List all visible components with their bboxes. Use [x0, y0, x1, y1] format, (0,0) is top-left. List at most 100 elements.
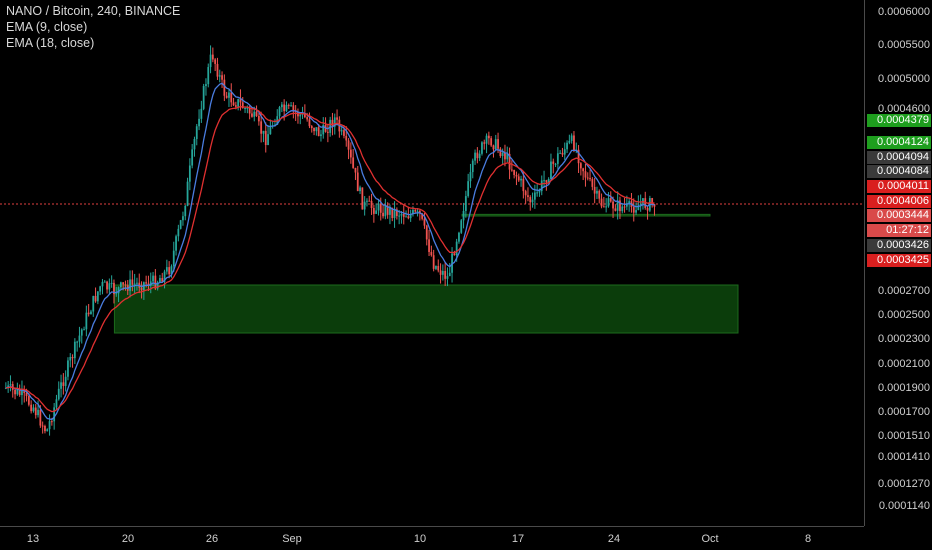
- candle-body: [18, 389, 21, 396]
- candle-body: [177, 228, 180, 237]
- candle-body: [343, 130, 345, 136]
- candle-body: [349, 149, 352, 158]
- candle-body: [487, 135, 490, 139]
- candle-body: [7, 385, 10, 388]
- candle-body: [506, 153, 509, 160]
- time-tick-label: 26: [205, 533, 219, 545]
- candle-body: [437, 265, 440, 271]
- candle-body: [563, 149, 566, 155]
- candle-body: [497, 139, 499, 149]
- candle-body: [646, 207, 649, 211]
- candle-body: [609, 198, 612, 202]
- candle-body: [644, 198, 647, 208]
- candle-body: [76, 341, 79, 343]
- candle-body: [25, 392, 28, 396]
- candle-body: [239, 99, 242, 103]
- candle-body: [400, 213, 403, 216]
- candle-body: [533, 192, 536, 200]
- candle-body: [292, 105, 295, 111]
- time-tick-label: 20: [121, 533, 135, 545]
- candle-body: [182, 216, 184, 221]
- candle-body: [554, 163, 557, 165]
- candle-body: [110, 282, 113, 284]
- candle-body: [607, 198, 610, 207]
- candle-body: [453, 253, 456, 256]
- candle-body: [99, 286, 102, 292]
- candle-body: [326, 131, 329, 133]
- candle-body: [582, 168, 585, 172]
- candle-body: [425, 225, 428, 240]
- candle-body: [188, 165, 191, 182]
- candle-body: [248, 107, 251, 114]
- legend-ema-slow[interactable]: EMA (18, close): [6, 36, 95, 50]
- candle-body: [444, 271, 447, 279]
- candle-body: [30, 404, 33, 412]
- candle-body: [4, 387, 7, 389]
- candle-body: [414, 209, 417, 212]
- candle-body: [264, 130, 267, 146]
- candle-body: [122, 282, 125, 285]
- price-tag: 0.0004084: [867, 165, 931, 178]
- candle-body: [269, 125, 272, 135]
- candle-body: [446, 276, 449, 279]
- candle-body: [577, 149, 580, 164]
- candle-body: [478, 153, 481, 159]
- price-tag: 0.0003426: [867, 239, 931, 252]
- candle-body: [402, 213, 405, 217]
- candle-body: [421, 213, 424, 219]
- candle-body: [267, 134, 269, 146]
- candle-body: [545, 180, 548, 183]
- candle-body: [462, 210, 465, 221]
- candle-body: [366, 200, 368, 202]
- candle-body: [527, 195, 529, 198]
- price-tick-label: 0.0001410: [878, 451, 930, 463]
- candle-body: [570, 135, 573, 141]
- legend-symbol[interactable]: NANO / Bitcoin, 240, BINANCE: [6, 4, 181, 18]
- time-axis[interactable]: 13 20 26 Sep 10 17 24 Oct 8: [0, 526, 864, 550]
- candle-body: [94, 295, 97, 302]
- candle-body: [398, 215, 401, 217]
- candle-body: [363, 201, 366, 210]
- price-tick-label: 0.0001700: [878, 406, 930, 418]
- candle-body: [140, 287, 143, 291]
- price-tick-label: 0.0004600: [878, 103, 930, 115]
- candle-body: [423, 218, 426, 226]
- candle-body: [375, 210, 378, 214]
- candle-body: [172, 250, 175, 267]
- candle-body: [260, 121, 263, 134]
- candle-body: [568, 140, 571, 143]
- candle-body: [34, 407, 37, 416]
- legend-ema-fast[interactable]: EMA (9, close): [6, 20, 88, 34]
- price-tick-label: 0.0006000: [878, 6, 930, 18]
- support-zone[interactable]: [113, 284, 739, 334]
- candle-body: [593, 186, 596, 194]
- chart-plot-area[interactable]: NANO / Bitcoin, 240, BINANCE EMA (9, clo…: [0, 0, 864, 526]
- time-tick-label: 13: [26, 533, 40, 545]
- candle-body: [211, 54, 214, 60]
- candle-body: [27, 395, 30, 405]
- candle-body: [451, 253, 453, 273]
- price-tag: 0.0003444: [867, 209, 931, 222]
- price-tick-label: 0.0001270: [878, 478, 930, 490]
- candle-body: [14, 389, 16, 395]
- ema-slow-line: [5, 106, 655, 413]
- candle-body: [573, 135, 575, 151]
- candle-body: [308, 119, 311, 127]
- candle-body: [299, 114, 302, 117]
- candle-body: [92, 295, 95, 312]
- candle-body: [566, 142, 568, 150]
- candle-body: [50, 421, 53, 423]
- candle-body: [625, 203, 628, 207]
- candle-body: [467, 181, 470, 197]
- candle-body: [642, 198, 644, 204]
- candle-body: [598, 190, 601, 199]
- support-zone[interactable]: [461, 213, 711, 217]
- candle-body: [193, 138, 196, 150]
- time-tick-label: 17: [511, 533, 525, 545]
- candle-body: [619, 200, 621, 212]
- price-axis[interactable]: 0.0006000 0.0005500 0.0005000 0.0004600 0.00…: [864, 0, 932, 526]
- candle-body: [119, 282, 122, 288]
- candle-body: [407, 216, 410, 219]
- candle-body: [510, 169, 513, 171]
- price-tick-label: 0.0005500: [878, 39, 930, 51]
